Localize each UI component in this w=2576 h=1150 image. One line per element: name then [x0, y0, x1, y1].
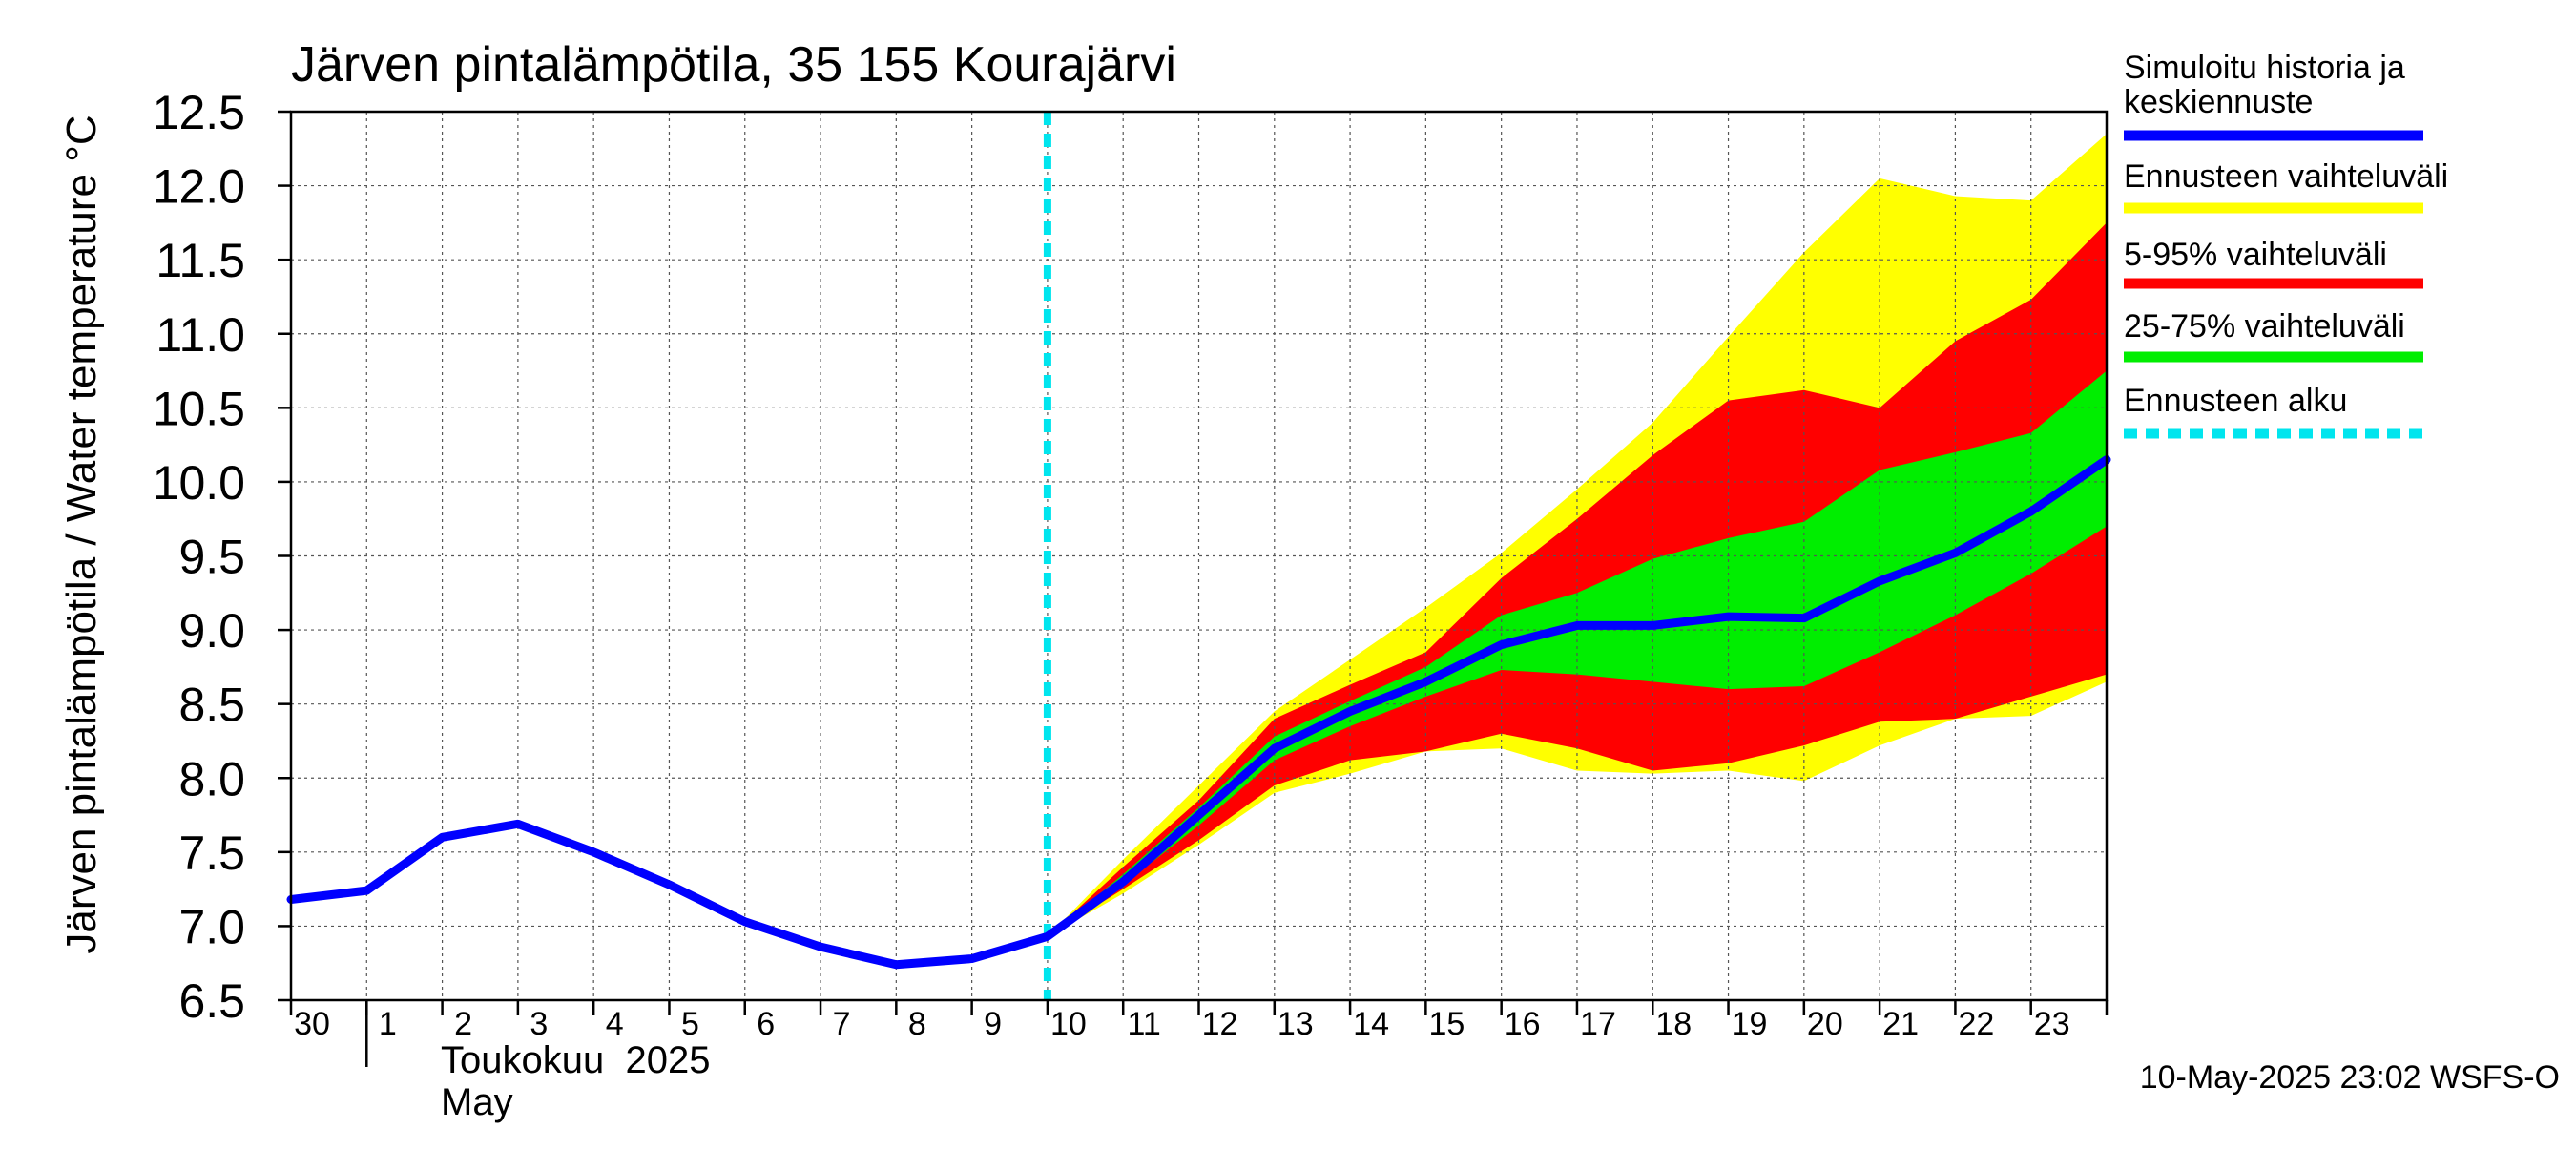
y-tick-label: 11.5 [156, 234, 245, 287]
x-tick-label: 18 [1655, 1006, 1692, 1042]
legend-label: Ennusteen alku [2124, 383, 2347, 419]
x-tick-label: 12 [1202, 1006, 1238, 1042]
y-tick-label: 7.0 [178, 900, 245, 953]
y-tick-label: 8.5 [178, 679, 245, 732]
x-tick-label: 15 [1428, 1006, 1465, 1042]
x-tick-label: 8 [908, 1006, 926, 1042]
legend-label: Ennusteen vaihteluväli [2124, 158, 2448, 195]
legend-item-range-25-75: 25-75% vaihteluväli [2124, 308, 2423, 363]
y-tick-label: 6.5 [178, 974, 245, 1028]
y-tick-label: 11.0 [156, 308, 245, 362]
month-label-fi: Toukokuu 2025 [441, 1039, 710, 1081]
x-tick-label: 5 [681, 1006, 699, 1042]
x-tick-label: 21 [1882, 1006, 1919, 1042]
legend-label: keskiennuste [2124, 84, 2313, 120]
legend-item-range-5-95: 5-95% vaihteluväli [2124, 237, 2423, 289]
history-median-line [286, 455, 2111, 970]
x-tick-label: 2 [454, 1006, 472, 1042]
x-tick-label: 10 [1050, 1006, 1087, 1042]
x-tick-label: 11 [1128, 1006, 1161, 1042]
x-tick-label: 22 [1959, 1006, 1995, 1042]
y-axis-label: Järven pintalämpötila / Water temperatur… [58, 115, 105, 953]
x-tick-label: 13 [1278, 1006, 1314, 1042]
x-tick-label: 14 [1353, 1006, 1389, 1042]
x-tick-label: 3 [530, 1006, 548, 1042]
y-tick-label: 10.5 [153, 382, 245, 435]
y-tick-label: 12.5 [153, 86, 245, 139]
footer-timestamp: 10-May-2025 23:02 WSFS-O [2140, 1059, 2560, 1096]
x-tick-label: 17 [1580, 1006, 1616, 1042]
y-tick-label: 9.0 [178, 604, 245, 658]
x-tick-label: 4 [606, 1006, 624, 1042]
legend-item-range-full: Ennusteen vaihteluväli [2124, 158, 2448, 214]
y-tick-label: 10.0 [153, 456, 245, 510]
chart-title: Järven pintalämpötila, 35 155 Kourajärvi [291, 37, 1176, 93]
x-tick-label: 16 [1505, 1006, 1541, 1042]
legend-label: 5-95% vaihteluväli [2124, 237, 2387, 273]
x-tick-label: 30 [294, 1006, 330, 1042]
y-tick-label: 7.5 [178, 826, 245, 880]
x-tick-label: 9 [984, 1006, 1002, 1042]
y-tick-label: 12.0 [153, 160, 245, 214]
legend-item-forecast-start: Ennusteen alku [2124, 383, 2423, 439]
x-tick-label: 1 [379, 1006, 397, 1042]
x-tick-label: 7 [833, 1006, 851, 1042]
legend-label: Simuloitu historia ja [2124, 50, 2405, 86]
y-tick-label: 9.5 [178, 531, 245, 584]
x-tick-label: 19 [1732, 1006, 1768, 1042]
x-tick-label: 23 [2034, 1006, 2070, 1042]
legend-label: 25-75% vaihteluväli [2124, 308, 2405, 345]
month-label-en: May [441, 1081, 513, 1123]
y-tick-label: 8.0 [178, 752, 245, 805]
x-tick-label: 20 [1807, 1006, 1843, 1042]
x-tick-label: 6 [757, 1006, 775, 1042]
